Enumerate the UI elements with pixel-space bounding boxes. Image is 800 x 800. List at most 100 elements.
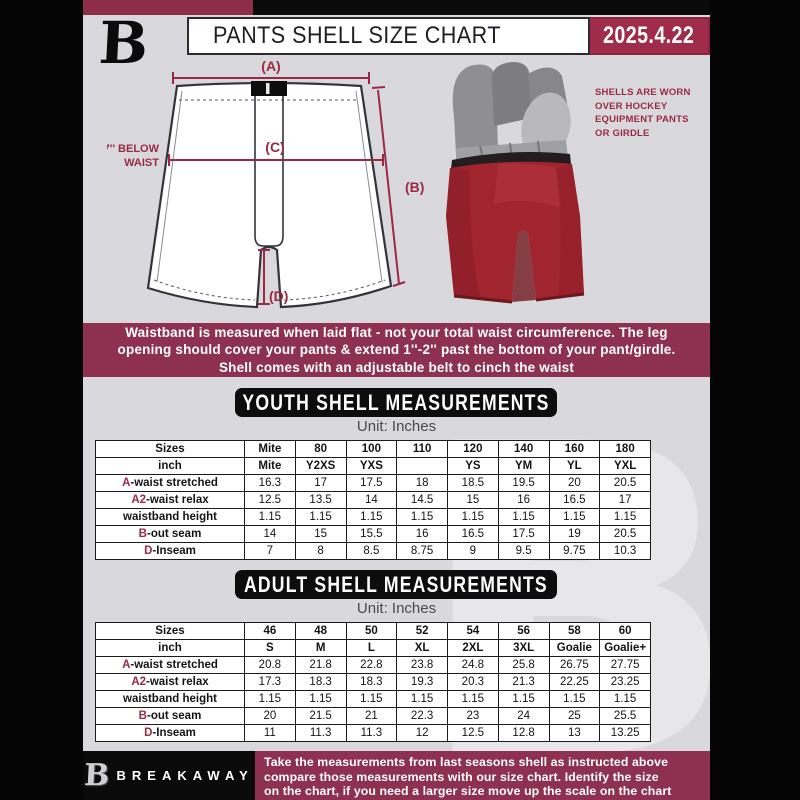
waist-note-line1: 7'' BELOW	[107, 143, 160, 155]
table-row: B-out seam 20 21.5 21 22.3 23 24 25 25.5	[95, 707, 651, 725]
table-cell: 11.3	[345, 724, 398, 742]
table-cell: 20.3	[447, 673, 499, 691]
table-cell: 12.8	[497, 724, 550, 742]
table-cell: 13.5	[294, 491, 347, 509]
table-cell: 21.8	[294, 656, 347, 674]
table-cell: 14.5	[396, 491, 448, 509]
table-cell: 21	[345, 707, 398, 725]
table-cell: 17	[294, 474, 347, 492]
table-cell: 18	[396, 474, 448, 492]
table-cell: 21.3	[497, 673, 550, 691]
measurement-notice-banner: Waistband is measured when laid flat - n…	[83, 323, 710, 377]
table-cell: 7	[244, 542, 296, 560]
youth-section-title: YOUTH SHELL MEASUREMENTS	[242, 389, 550, 415]
table-cell: 19.5	[497, 474, 550, 492]
table-cell: 21.5	[294, 707, 347, 725]
table-cell: 11.3	[294, 724, 347, 742]
table-cell: 15	[294, 525, 347, 543]
footer: B BREAKAWAY Take the measurements from l…	[83, 751, 710, 800]
table-cell: 20	[244, 707, 296, 725]
measure-label-c: (C)	[265, 139, 284, 155]
table-cell: Goalie+	[599, 639, 651, 657]
table-row: D-Inseam 11 11.3 11.3 12 12.5 12.8 13 13.25	[95, 724, 651, 742]
table-row: Sizes Mite 80 100 110 120 140 160 180	[95, 440, 651, 458]
table-cell: 52	[396, 622, 448, 640]
table-row: A2-waist relax 12.5 13.5 14 14.5 15 16 16.5 17	[95, 491, 651, 509]
table-cell: 25.8	[497, 656, 550, 674]
table-cell: 54	[447, 622, 499, 640]
table-cell: 16	[497, 491, 550, 509]
table-cell: 1.15	[244, 690, 296, 708]
table-row: B-out seam 14 15 15.5 16 16.5 17.5 19 20.5	[95, 525, 651, 543]
table-cell: 140	[497, 440, 550, 458]
hockey-shell-photo	[446, 61, 585, 304]
table-cell: 17.5	[497, 525, 550, 543]
row-label: Sizes	[95, 440, 245, 458]
table-cell: 1.15	[599, 508, 651, 526]
photo-caption-line: OVER HOCKEY	[595, 100, 668, 112]
table-cell: 120	[447, 440, 499, 458]
table-cell: 23	[447, 707, 499, 725]
youth-unit-label: Unit: Inches	[356, 418, 437, 435]
table-cell: YXL	[599, 457, 651, 475]
table-cell: 16.5	[447, 525, 499, 543]
table-cell: 9.75	[548, 542, 601, 560]
fly-seam	[254, 86, 284, 247]
page-title-text: PANTS SHELL SIZE CHART	[213, 22, 501, 49]
table-cell: 15	[447, 491, 499, 509]
table-cell: S	[244, 639, 296, 657]
table-cell: 100	[345, 440, 398, 458]
table-cell: 22.3	[396, 707, 448, 725]
adult-section-title: ADULT SHELL MEASUREMENTS	[244, 571, 548, 597]
page-title: PANTS SHELL SIZE CHART	[187, 17, 590, 55]
measure-label-b: (B)	[405, 179, 424, 195]
footer-brand-name: BREAKAWAY	[116, 768, 254, 783]
table-cell: M	[294, 639, 347, 657]
row-label: inch	[95, 457, 245, 475]
table-cell: YS	[447, 457, 499, 475]
footer-instruction-line: compare those measurements with our size…	[264, 769, 659, 784]
table-cell: 13.25	[599, 724, 651, 742]
table-cell: 20.5	[599, 525, 651, 543]
table-cell: 18.3	[345, 673, 398, 691]
table-cell: 56	[497, 622, 550, 640]
photo-caption-line: SHELLS ARE WORN	[595, 87, 691, 98]
table-cell: 8.75	[396, 542, 448, 560]
table-cell: Y2XS	[294, 457, 347, 475]
table-cell: 14	[244, 525, 296, 543]
row-label: inch	[95, 639, 245, 657]
table-cell: 80	[294, 440, 347, 458]
table-cell: 60	[599, 622, 651, 640]
photo-caption-line: OR GIRDLE	[595, 127, 650, 139]
footer-brand: B BREAKAWAY	[83, 751, 255, 800]
photo-caption-line: EQUIPMENT PANTS	[595, 114, 689, 125]
table-cell: Goalie	[548, 639, 601, 657]
table-cell: 10.3	[599, 542, 651, 560]
row-label: D-Inseam	[95, 724, 245, 742]
table-cell: 16.5	[548, 491, 601, 509]
footer-instructions: Take the measurements from last seasons …	[255, 751, 710, 800]
table-cell: YL	[548, 457, 601, 475]
table-cell: 16.3	[244, 474, 296, 492]
row-label: waistband height	[95, 690, 245, 708]
table-cell: 58	[548, 622, 601, 640]
table-cell: 24.8	[447, 656, 499, 674]
table-cell: 23.25	[599, 673, 651, 691]
table-cell: 13	[548, 724, 601, 742]
table-cell: YXS	[345, 457, 398, 475]
table-cell: 19.3	[396, 673, 448, 691]
table-cell: 180	[599, 440, 651, 458]
table-cell: 1.15	[294, 508, 347, 526]
table-cell: 110	[396, 440, 448, 458]
table-cell: 8.5	[345, 542, 398, 560]
row-label: Sizes	[95, 622, 245, 640]
table-row: A-waist stretched 20.8 21.8 22.8 23.8 24.8 25.…	[95, 656, 651, 674]
table-cell: 1.15	[396, 690, 448, 708]
table-cell: 18.3	[294, 673, 347, 691]
table-cell: 1.15	[497, 690, 550, 708]
table-cell: 14	[345, 491, 398, 509]
table-cell: 22.8	[345, 656, 398, 674]
row-label: B-out seam	[95, 707, 245, 725]
table-cell: 1.15	[548, 690, 601, 708]
table-cell: Mite	[244, 440, 296, 458]
